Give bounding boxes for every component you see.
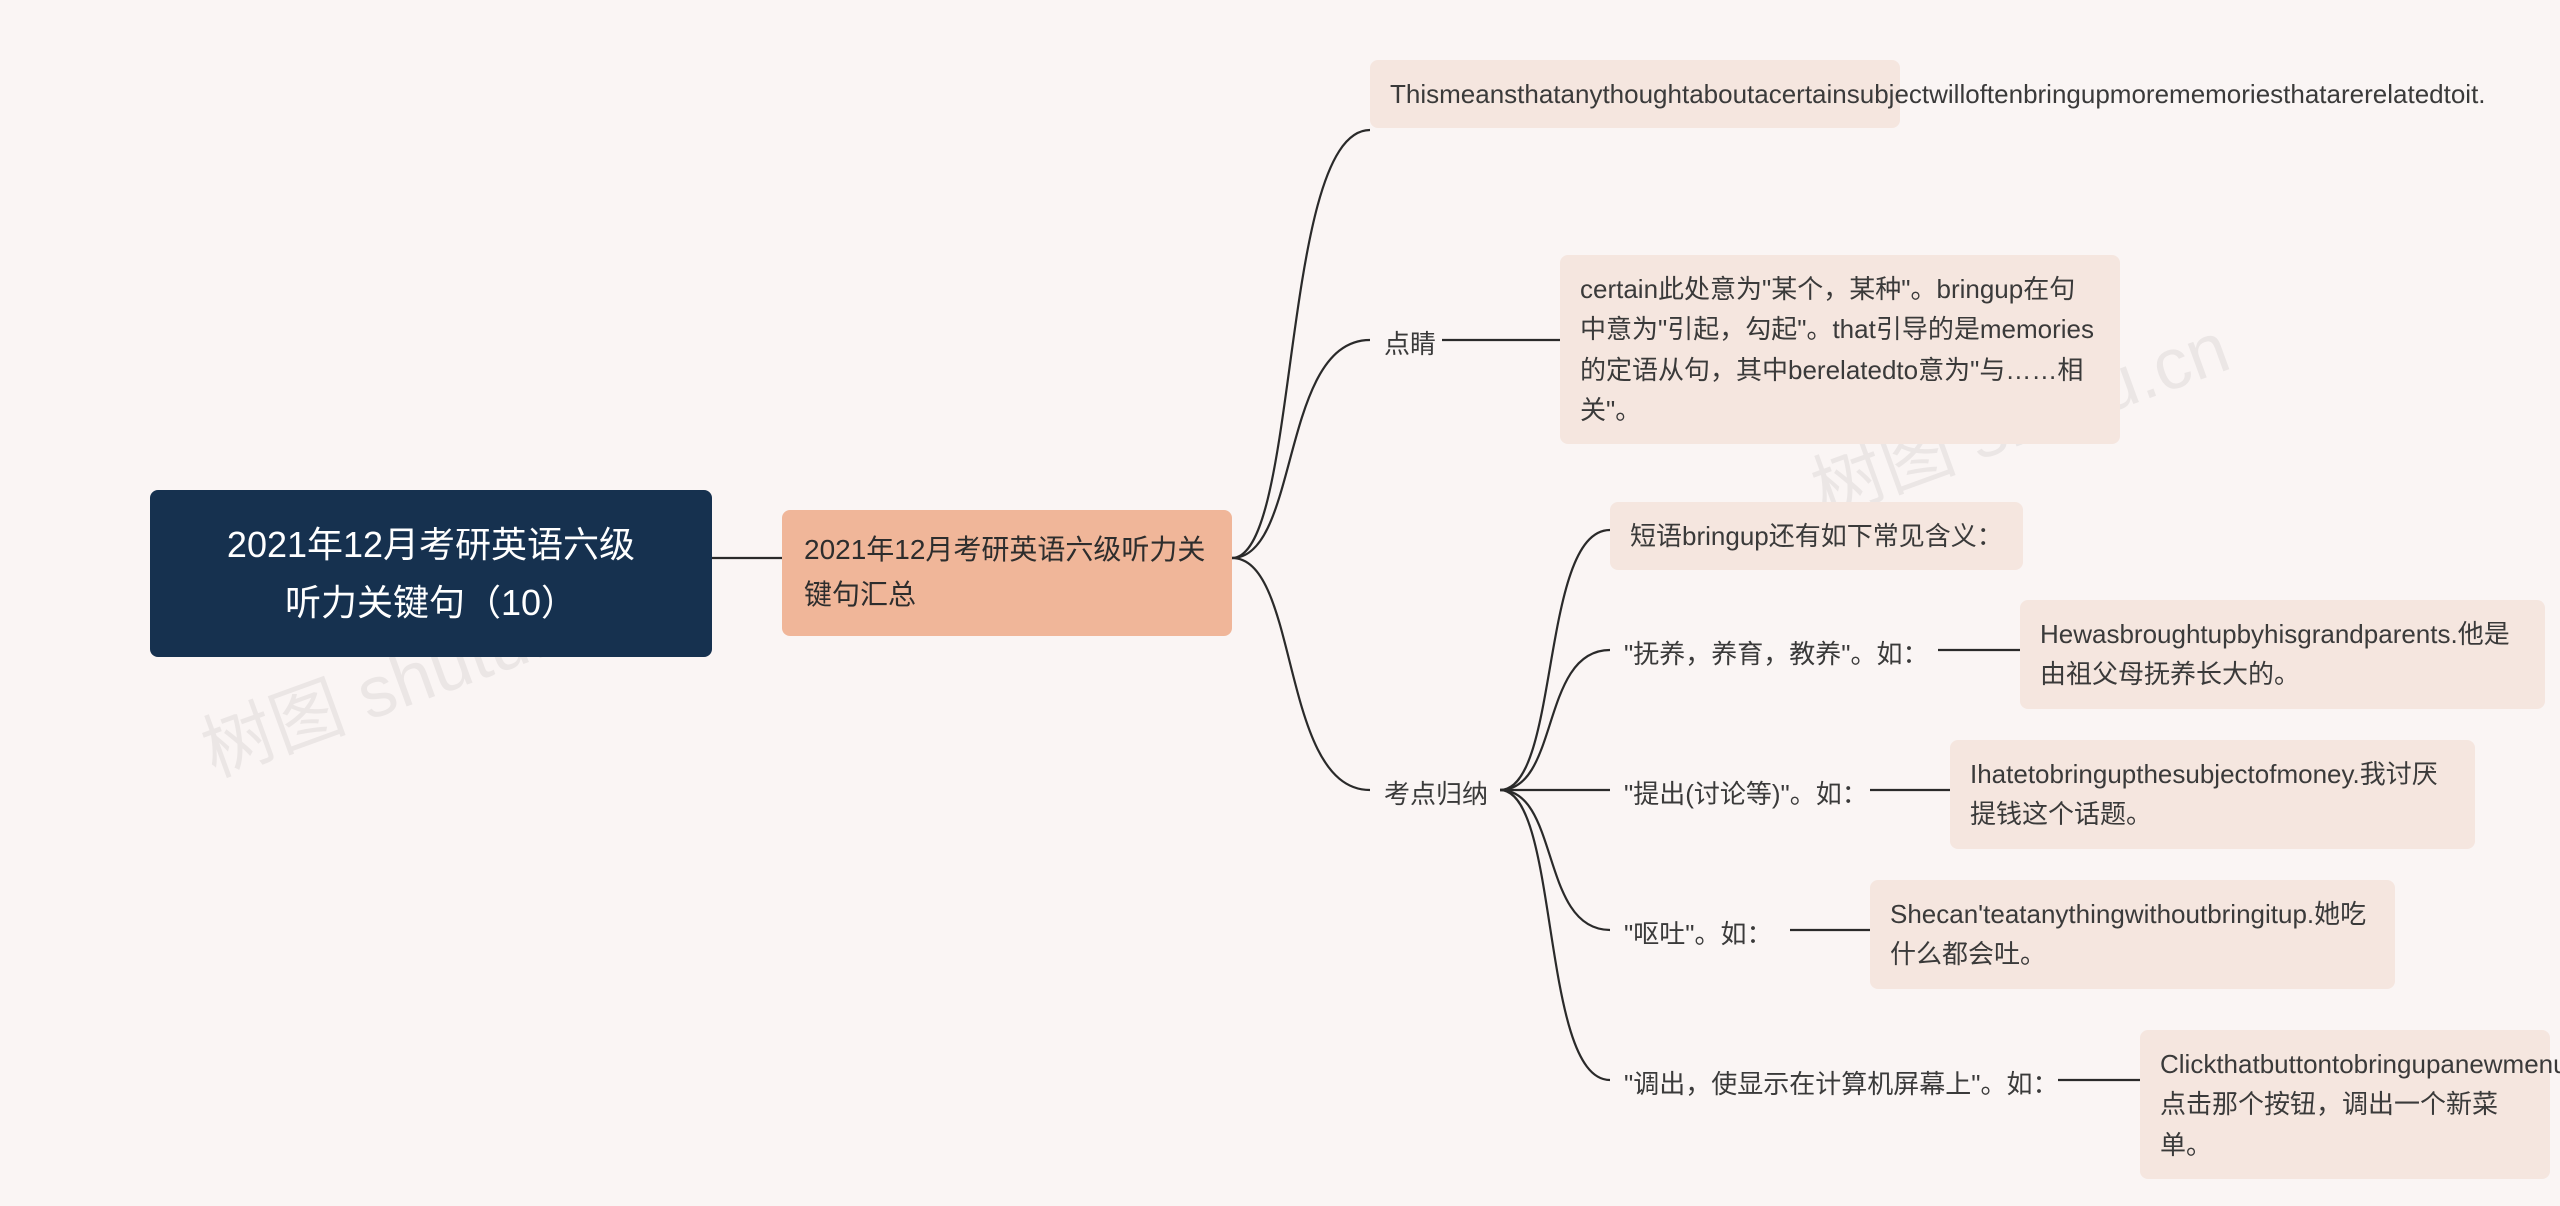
root-node: 2021年12月考研英语六级听力关键句（10） [150,490,712,657]
kaodian-label: 考点归纳 [1380,768,1492,820]
kaodian-item-label: "抚养，养育，教养"。如： [1620,628,1932,680]
kaodian-item-label: "提出(讨论等)"。如： [1620,768,1872,820]
kaodian-item-label: "调出，使显示在计算机屏幕上"。如： [1620,1058,2062,1110]
sentence-leaf: Thismeansthatanythoughtaboutacertainsubj… [1370,60,1900,128]
kaodian-item-example: Ihatetobringupthesubjectofmoney.我讨厌提钱这个话… [1950,740,2475,849]
kaodian-item-label: "呕吐"。如： [1620,908,1776,960]
level1-node: 2021年12月考研英语六级听力关键句汇总 [782,510,1232,636]
kaodian-item-example: Hewasbroughtupbyhisgrandparents.他是由祖父母抚养… [2020,600,2545,709]
kaodian-item-example: Clickthatbuttontobringupanewmenu.点击那个按钮，… [2140,1030,2550,1179]
kaodian-item-example: Shecan'teatanythingwithoutbringitup.她吃什么… [1870,880,2395,989]
dianjing-leaf: certain此处意为"某个，某种"。bringup在句中意为"引起，勾起"。t… [1560,255,2120,444]
dianjing-label: 点睛 [1380,318,1440,370]
kaodian-intro: 短语bringup还有如下常见含义： [1610,502,2023,570]
